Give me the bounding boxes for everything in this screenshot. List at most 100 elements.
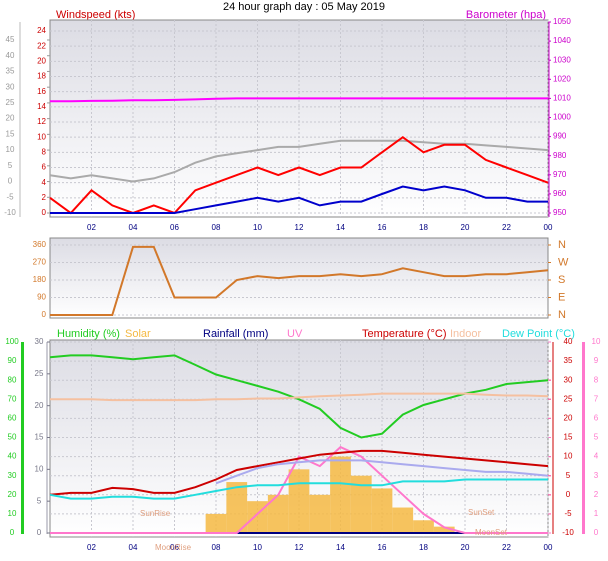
solar-bar	[371, 488, 393, 533]
y2-tick-label: N	[558, 239, 566, 251]
y3-tick-label: 15	[6, 129, 15, 138]
y4-tick-label: 9	[594, 356, 599, 365]
y-tick-label: 70	[8, 394, 17, 403]
y4-tick-label: 2	[594, 490, 599, 499]
y2-tick-label: -5	[564, 509, 572, 518]
y3-tick-label: 40	[6, 51, 15, 60]
y3-tick-label: -5	[6, 192, 14, 201]
solar-bar	[267, 494, 289, 533]
y2-tick-label: 980	[553, 151, 567, 160]
legend-label: Solar	[125, 328, 151, 340]
x-tick-label: 02	[87, 223, 96, 232]
y2-tick-label: 40	[564, 337, 573, 346]
y-tick-label: 0	[10, 528, 15, 537]
y3-tick-label: 30	[35, 337, 44, 346]
axis-bar	[21, 342, 24, 534]
x-tick-label: 02	[87, 543, 96, 552]
y2-tick-label: 1000	[553, 113, 571, 122]
x-tick-label: 20	[461, 223, 470, 232]
plot-area	[49, 237, 549, 319]
y-tick-label: 12	[37, 117, 46, 126]
x-tick-label: 06	[170, 223, 179, 232]
series-line	[50, 392, 549, 402]
y2-tick-label: -10	[562, 528, 574, 537]
y3-tick-label: 10	[6, 145, 15, 154]
y4-tick-label: 7	[594, 394, 599, 403]
y-tick-label: 4	[42, 178, 47, 187]
y4-tick-label: 3	[594, 471, 599, 480]
axis-bar	[582, 342, 585, 534]
y2-tick-label: W	[558, 256, 569, 268]
y2-tick-label: N	[558, 309, 566, 321]
y3-tick-label: 35	[6, 67, 15, 76]
y3-tick-label: 20	[35, 401, 44, 410]
y3-tick-label: 45	[6, 35, 15, 44]
y2-tick-label: E	[558, 291, 565, 303]
y3-tick-label: 20	[6, 114, 15, 123]
x-tick-label: 22	[502, 223, 511, 232]
series-line	[50, 245, 549, 316]
y2-tick-label: 5	[566, 471, 571, 480]
y-tick-label: 14	[37, 102, 46, 111]
y2-tick-label: S	[558, 274, 565, 286]
y-tick-label: 18	[37, 72, 46, 81]
y-tick-label: 20	[37, 56, 46, 65]
y3-tick-label: 5	[37, 496, 42, 505]
solar-bar	[413, 520, 434, 533]
series-line	[215, 459, 549, 485]
y4-tick-label: 10	[592, 337, 601, 346]
y-tick-label: 6	[42, 163, 47, 172]
y4-tick-label: 8	[594, 375, 599, 384]
x-tick-label: 10	[253, 223, 262, 232]
x-tick-label: 14	[336, 223, 345, 232]
y4-tick-label: 1	[594, 509, 599, 518]
series-line	[50, 97, 548, 103]
y2-tick-label: 960	[553, 189, 567, 198]
y-tick-label: 10	[37, 132, 46, 141]
y-tick-label: 80	[8, 375, 17, 384]
annotation: MoonSet	[475, 528, 508, 537]
y-tick-label: 16	[37, 87, 46, 96]
y2-tick-label: 1020	[553, 74, 571, 83]
legend-label: Dew Point (°C)	[502, 328, 575, 340]
y-tick-label: 90	[37, 293, 46, 302]
x-tick-label: 18	[419, 543, 428, 552]
x-tick-label: 16	[378, 223, 387, 232]
y-tick-label: 100	[5, 337, 19, 346]
x-tick-label: 16	[378, 543, 387, 552]
legend-label: UV	[287, 328, 303, 340]
x-tick-label: 08	[212, 223, 221, 232]
annotation: MoonRise	[155, 543, 192, 552]
legend-label: Indoor	[450, 328, 482, 340]
y-tick-label: 24	[37, 26, 46, 35]
y4-tick-label: 4	[594, 452, 599, 461]
y-tick-label: 8	[42, 147, 47, 156]
annotation: SunRise	[140, 509, 171, 518]
y2-tick-label: 1030	[553, 55, 571, 64]
y-tick-label: 30	[8, 471, 17, 480]
y2-tick-label: 30	[564, 375, 573, 384]
y3-tick-label: 25	[35, 369, 44, 378]
y-tick-label: 0	[42, 310, 47, 319]
y2-tick-label: 0	[566, 490, 571, 499]
series-line	[50, 185, 548, 214]
x-tick-label: 04	[129, 223, 138, 232]
y3-tick-label: 15	[35, 433, 44, 442]
y2-tick-label: 1040	[553, 36, 571, 45]
y3-tick-label: 0	[8, 177, 13, 186]
solar-bar	[226, 482, 248, 533]
legend-label: Humidity (%)	[57, 328, 120, 340]
legend-label: Rainfall (mm)	[203, 328, 268, 340]
x-tick-label: 10	[253, 543, 262, 552]
y2-tick-label: 15	[564, 433, 573, 442]
x-tick-label: 18	[419, 223, 428, 232]
y-tick-label: 0	[42, 208, 47, 217]
y3-tick-label: 5	[8, 161, 13, 170]
series-line	[49, 478, 548, 500]
y-tick-label: 60	[8, 414, 17, 423]
y2-tick-label: 1010	[553, 94, 571, 103]
y-tick-label: 10	[8, 509, 17, 518]
y3-tick-label: 0	[37, 528, 42, 537]
x-tick-label: 00	[544, 543, 553, 552]
legend-label: Temperature (°C)	[362, 328, 446, 340]
